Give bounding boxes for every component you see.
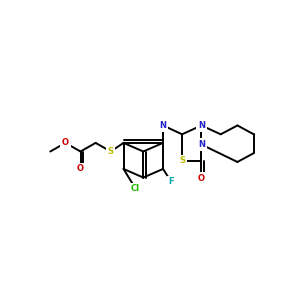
Text: O: O xyxy=(62,138,69,147)
Text: F: F xyxy=(168,177,174,186)
Text: N: N xyxy=(198,121,205,130)
Text: O: O xyxy=(77,164,84,173)
Text: Cl: Cl xyxy=(131,184,140,193)
Text: O: O xyxy=(198,174,205,183)
Text: S: S xyxy=(179,156,185,165)
Text: S: S xyxy=(108,147,114,156)
Text: N: N xyxy=(198,140,205,149)
Text: N: N xyxy=(160,121,167,130)
